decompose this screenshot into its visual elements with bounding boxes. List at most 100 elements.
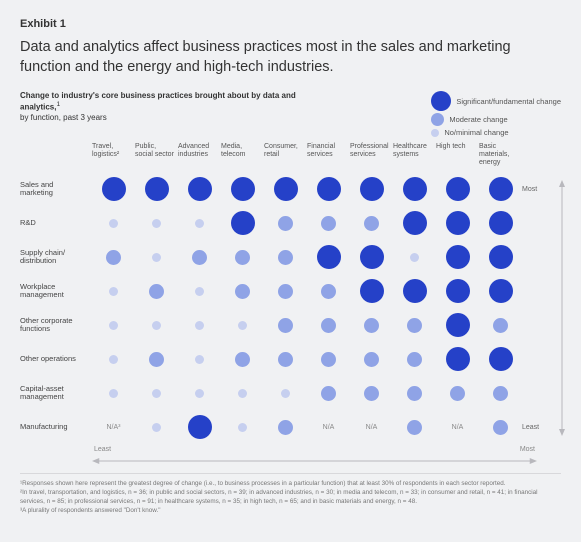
data-dot-icon [364,318,379,333]
data-dot-icon [281,389,290,398]
grid-cell [393,376,436,410]
data-dot-icon [446,211,470,235]
data-dot-icon [364,386,379,401]
grid-cell [178,308,221,342]
grid-cell: N/A [436,410,479,444]
grid-cell [436,206,479,240]
side-label: Most [522,186,546,193]
data-dot-icon [407,352,422,367]
na-label: N/A [452,424,464,431]
legend-dot-icon [431,129,439,137]
data-dot-icon [109,219,118,228]
grid-cell [307,274,350,308]
grid-cell: N/A [350,410,393,444]
row-label: Other corporate functions [20,317,92,334]
table-row: Other corporate functions [20,308,561,342]
data-dot-icon [446,177,470,201]
grid-cell [264,410,307,444]
grid-cell [221,376,264,410]
table-row: R&D [20,206,561,240]
grid-cell [178,240,221,274]
column-header: High tech [436,143,479,166]
data-dot-icon [446,347,470,371]
grid-cell [436,376,479,410]
bubble-grid: Travel, logistics²Public, social sectorA… [20,143,561,463]
grid-cell [307,172,350,206]
grid-cell [92,206,135,240]
data-dot-icon [446,279,470,303]
grid-cell [350,240,393,274]
column-header: Basic materials, energy [479,143,522,166]
data-dot-icon [403,211,427,235]
grid-cell [264,172,307,206]
na-label: N/A³ [107,424,121,431]
grid-cell [135,172,178,206]
table-row: Workplace management [20,274,561,308]
grid-cell [135,240,178,274]
grid-cell [221,172,264,206]
data-dot-icon [489,279,513,303]
grid-cell [92,342,135,376]
axis-left-label: Least [94,446,111,453]
row-label: Capital-asset management [20,385,92,402]
grid-cell [393,206,436,240]
grid-cell [479,376,522,410]
data-dot-icon [489,211,513,235]
grid-cell [393,308,436,342]
data-dot-icon [364,352,379,367]
legend-label: No/minimal change [444,128,508,137]
column-header: Professional services [350,143,393,166]
row-label: Other operations [20,355,92,363]
grid-cell [264,274,307,308]
legend-item: Moderate change [431,113,561,126]
column-header: Healthcare systems [393,143,436,166]
grid-cell [135,308,178,342]
row-label: Supply chain/ distribution [20,249,92,266]
grid-cell [393,410,436,444]
data-dot-icon [145,177,169,201]
data-dot-icon [106,250,121,265]
data-dot-icon [109,355,118,364]
grid-cell [479,240,522,274]
grid-cell [92,376,135,410]
table-row: Capital-asset management [20,376,561,410]
data-dot-icon [321,216,336,231]
data-dot-icon [403,177,427,201]
data-dot-icon [192,250,207,265]
data-dot-icon [407,386,422,401]
column-header: Advanced industries [178,143,221,166]
row-label: Manufacturing [20,423,92,431]
grid-cell [178,172,221,206]
data-dot-icon [231,177,255,201]
data-dot-icon [274,177,298,201]
column-header: Public, social sector [135,143,178,166]
data-dot-icon [493,420,508,435]
table-row: Supply chain/ distribution [20,240,561,274]
data-dot-icon [403,279,427,303]
footnotes: ¹Responses shown here represent the grea… [20,473,561,515]
data-dot-icon [235,284,250,299]
grid-cell [92,172,135,206]
data-dot-icon [278,352,293,367]
data-dot-icon [364,216,379,231]
data-dot-icon [489,347,513,371]
table-row: Other operations [20,342,561,376]
footnote-line: ²In travel, transportation, and logistic… [20,489,561,505]
data-dot-icon [195,389,204,398]
data-dot-icon [195,321,204,330]
data-dot-icon [493,386,508,401]
grid-cell [135,274,178,308]
data-dot-icon [195,287,204,296]
grid-cell [436,240,479,274]
data-dot-icon [278,284,293,299]
data-dot-icon [109,287,118,296]
data-dot-icon [238,389,247,398]
data-dot-icon [407,318,422,333]
grid-cell [92,308,135,342]
data-dot-icon [278,420,293,435]
grid-cell [221,206,264,240]
grid-cell [436,274,479,308]
data-dot-icon [195,219,204,228]
grid-cell [436,308,479,342]
grid-cell [350,274,393,308]
